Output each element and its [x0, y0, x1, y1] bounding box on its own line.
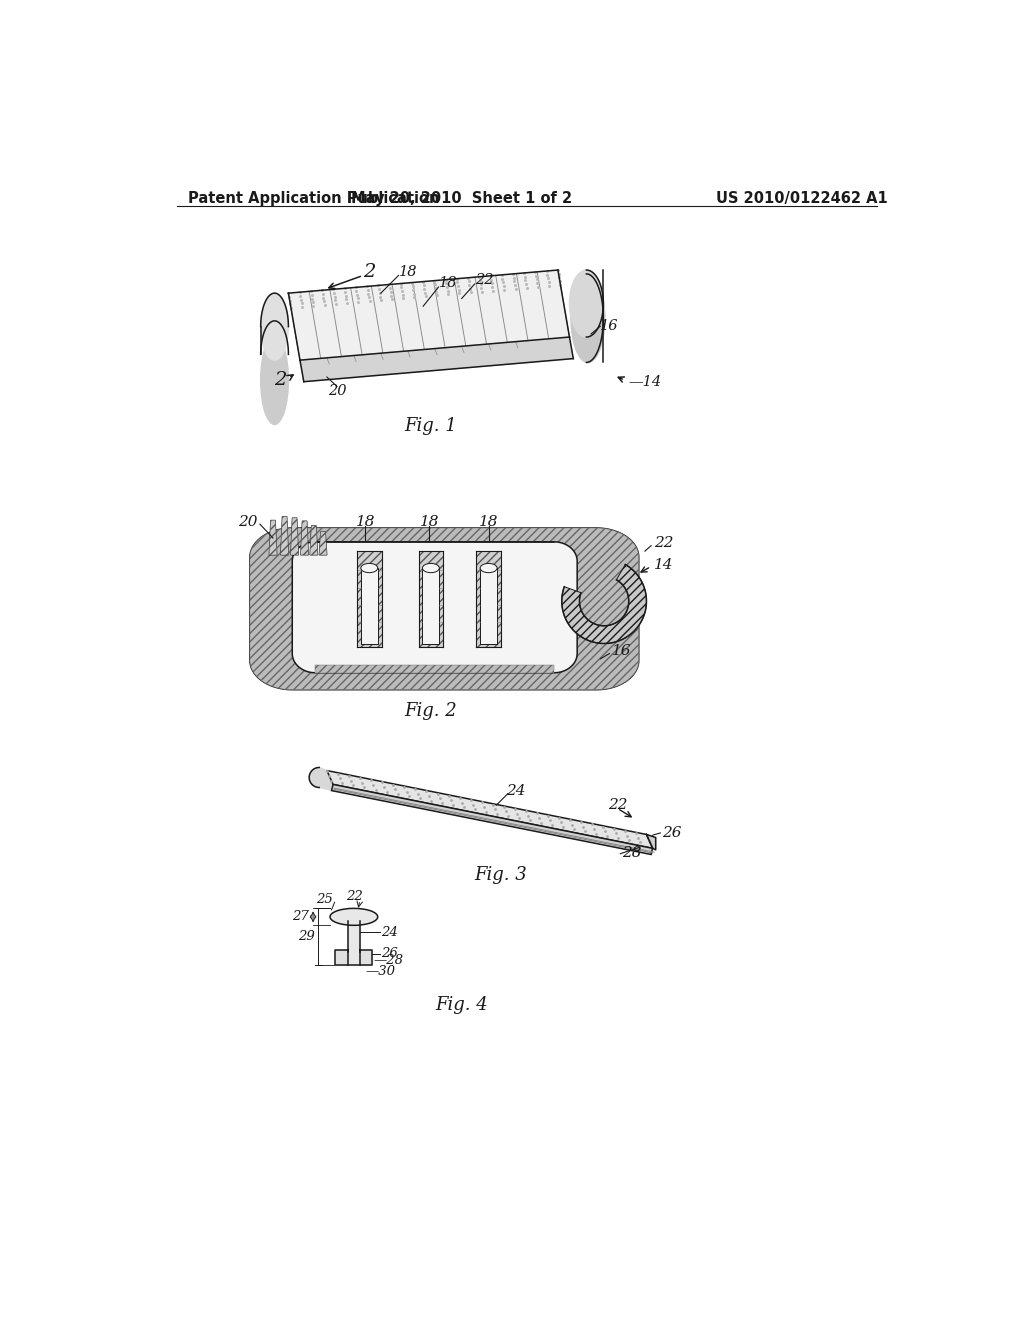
Text: Fig. 3: Fig. 3 [474, 866, 526, 883]
Polygon shape [309, 767, 333, 791]
Ellipse shape [261, 335, 289, 425]
Polygon shape [281, 516, 289, 554]
Polygon shape [315, 665, 554, 673]
Polygon shape [292, 543, 578, 673]
Polygon shape [269, 520, 276, 554]
Polygon shape [310, 525, 317, 554]
Polygon shape [319, 532, 327, 554]
Text: —28: —28 [373, 954, 403, 968]
Text: US 2010/0122462 A1: US 2010/0122462 A1 [716, 191, 888, 206]
Polygon shape [291, 517, 298, 554]
Text: 18: 18 [438, 276, 457, 290]
Text: May 20, 2010  Sheet 1 of 2: May 20, 2010 Sheet 1 of 2 [351, 191, 572, 206]
Polygon shape [476, 552, 501, 647]
Polygon shape [281, 516, 289, 554]
Polygon shape [360, 568, 378, 644]
Ellipse shape [360, 564, 378, 573]
Polygon shape [336, 950, 348, 965]
Polygon shape [562, 565, 646, 643]
Ellipse shape [569, 271, 603, 337]
Text: 29: 29 [298, 931, 314, 944]
Polygon shape [332, 784, 652, 854]
Ellipse shape [261, 293, 289, 360]
Polygon shape [250, 528, 639, 689]
Polygon shape [480, 568, 497, 644]
Text: —14: —14 [628, 375, 662, 388]
Polygon shape [348, 919, 360, 952]
Text: Fig. 1: Fig. 1 [404, 417, 458, 436]
Text: Fig. 2: Fig. 2 [404, 702, 458, 721]
Text: 18: 18 [398, 265, 417, 280]
Text: 20: 20 [328, 384, 346, 397]
Polygon shape [301, 521, 308, 554]
Polygon shape [301, 521, 308, 554]
Polygon shape [419, 552, 443, 647]
Text: 2: 2 [364, 264, 376, 281]
Text: 25: 25 [315, 894, 333, 907]
Text: 28: 28 [622, 846, 641, 859]
Text: 18: 18 [479, 515, 499, 529]
Text: 14: 14 [654, 558, 674, 572]
Text: 26: 26 [381, 948, 397, 961]
Text: 22: 22 [475, 273, 494, 286]
Polygon shape [291, 517, 298, 554]
Text: 22: 22 [654, 536, 674, 550]
Text: 22: 22 [608, 799, 628, 812]
Polygon shape [250, 528, 639, 689]
Text: 16: 16 [600, 319, 618, 333]
Polygon shape [300, 337, 573, 381]
Polygon shape [357, 552, 382, 647]
Polygon shape [360, 950, 373, 965]
Text: 26: 26 [662, 826, 681, 840]
Text: 20: 20 [239, 515, 258, 529]
Ellipse shape [571, 275, 605, 363]
Polygon shape [289, 271, 569, 360]
Ellipse shape [480, 564, 497, 573]
Polygon shape [310, 525, 317, 554]
Text: 2: 2 [274, 371, 287, 389]
Text: 22: 22 [346, 890, 362, 903]
Text: —30: —30 [366, 965, 395, 978]
Ellipse shape [422, 564, 439, 573]
Text: 16: 16 [611, 644, 632, 659]
Text: 24: 24 [381, 925, 397, 939]
Ellipse shape [330, 908, 378, 925]
Polygon shape [422, 568, 439, 644]
Text: 18: 18 [355, 515, 375, 529]
Polygon shape [348, 950, 360, 965]
Text: Fig. 4: Fig. 4 [435, 997, 488, 1014]
Text: 18: 18 [420, 515, 439, 529]
Text: 24: 24 [506, 784, 525, 797]
Text: 27: 27 [293, 911, 309, 924]
Text: Patent Application Publication: Patent Application Publication [188, 191, 440, 206]
Polygon shape [327, 771, 652, 849]
Polygon shape [646, 834, 655, 850]
Polygon shape [319, 532, 327, 554]
Polygon shape [269, 520, 276, 554]
